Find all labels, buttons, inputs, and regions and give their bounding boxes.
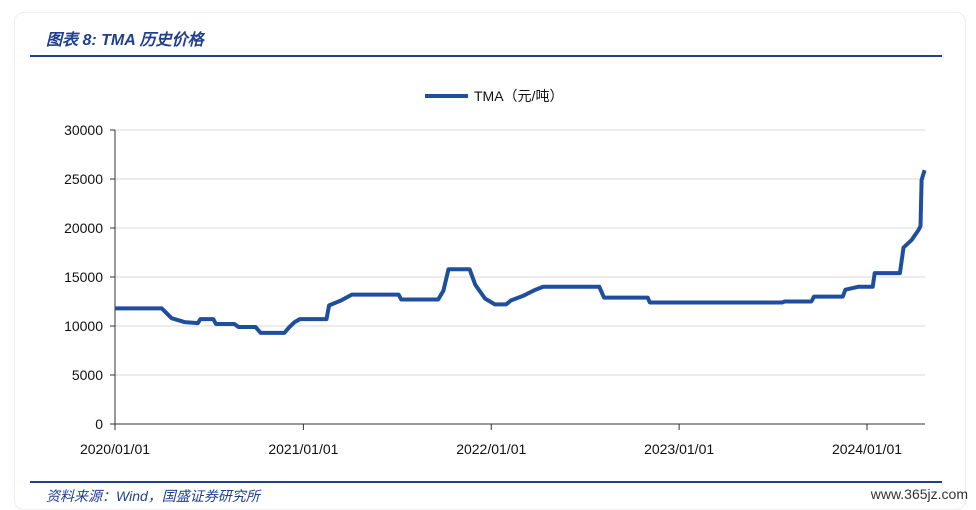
legend-label: TMA（元/吨） [474,88,563,104]
x-tick-label: 2021/01/01 [268,441,338,457]
series-line-tma [115,169,927,335]
y-tick-label: 30000 [64,122,103,138]
y-tick-label: 20000 [64,220,103,236]
y-tick-label: 5000 [72,367,103,383]
x-tick-label: 2023/01/01 [644,441,714,457]
y-tick-label: 10000 [64,318,103,334]
bottom-rule [30,481,942,483]
y-tick-label: 0 [95,416,103,432]
x-tick-label: 2020/01/01 [80,441,150,457]
y-tick-label: 15000 [64,269,103,285]
chart-caption: 图表 8: TMA 历史价格 [46,32,204,49]
top-rule [30,55,942,57]
x-tick-label: 2022/01/01 [456,441,526,457]
x-tick-label: 2024/01/01 [832,441,902,457]
watermark: www.365jz.com [870,486,968,502]
y-tick-label: 25000 [64,171,103,187]
source-note: 资料来源：Wind，国盛证券研究所 [46,488,260,504]
